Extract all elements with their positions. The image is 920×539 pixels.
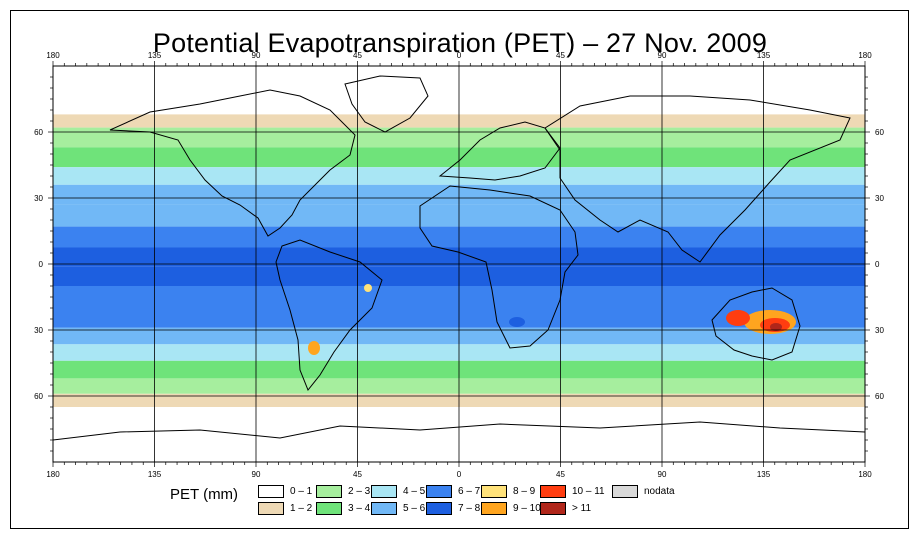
lon-label-top: 0 (457, 51, 462, 60)
legend-swatch (371, 501, 397, 515)
lon-label-top: 90 (658, 51, 667, 60)
legend-label: nodata (644, 485, 675, 497)
pet-hotspots (308, 284, 796, 355)
legend-label: 3 – 4 (348, 502, 371, 514)
lat-label-left: 30 (34, 194, 43, 203)
legend-item: 6 – 7 (426, 484, 480, 498)
legend-swatch (316, 501, 342, 515)
axis-tick-labels: 180 180 135 135 90 90 45 45 0 0 45 45 90 90 135 135 180 1… (34, 51, 884, 479)
legend-item: 8 – 9 (481, 484, 535, 498)
lon-label-bottom: 90 (658, 470, 667, 479)
legend-swatch (426, 501, 452, 515)
lon-label-bottom: 45 (353, 470, 362, 479)
legend-item: 2 – 3 (316, 484, 370, 498)
legend-label: 1 – 2 (290, 502, 313, 514)
lat-label-left: 60 (34, 128, 43, 137)
figure-frame (10, 10, 909, 529)
lat-label-right: 30 (875, 326, 884, 335)
legend-item: 0 – 1 (258, 484, 312, 498)
north-america-outline (109, 89, 356, 237)
southern-africa-hotspot (509, 317, 525, 327)
legend-title: PET (mm) (170, 486, 239, 503)
axis-ticks (48, 61, 870, 467)
legend-swatch (612, 484, 638, 498)
lat-label-left: 60 (34, 392, 43, 401)
legend-label: 7 – 8 (458, 502, 481, 514)
legend-label: 6 – 7 (458, 485, 481, 497)
legend-item: 3 – 4 (316, 501, 370, 515)
legend-label: 9 – 10 (513, 502, 541, 514)
lat-label-right: 60 (875, 392, 884, 401)
lon-label-top: 135 (757, 51, 771, 60)
legend-swatch (481, 501, 507, 515)
legend-swatch (540, 484, 566, 498)
legend-label: 0 – 1 (290, 485, 313, 497)
australia-outline (711, 287, 801, 361)
lon-label-bottom: 135 (757, 470, 771, 479)
legend-swatch (258, 501, 284, 515)
lon-label-top: 45 (556, 51, 565, 60)
graticule (53, 66, 865, 462)
legend-item: 5 – 6 (371, 501, 425, 515)
lat-label-left: 30 (34, 326, 43, 335)
legend-swatch (540, 501, 566, 515)
legend-item: 7 – 8 (426, 501, 480, 515)
lon-label-bottom: 45 (556, 470, 565, 479)
legend-swatch (481, 484, 507, 498)
lon-label-top: 45 (353, 51, 362, 60)
lon-label-bottom: 135 (148, 470, 162, 479)
lon-label-bottom: 180 (858, 470, 872, 479)
australia-hotspot-core (770, 323, 782, 331)
lat-label-left: 0 (39, 260, 44, 269)
lon-label-bottom: 90 (252, 470, 261, 479)
antarctica-outline (53, 421, 865, 441)
lon-label-bottom: 180 (46, 470, 60, 479)
lon-label-top: 90 (252, 51, 261, 60)
legend-item: > 11 (540, 501, 591, 515)
lat-label-right: 30 (875, 194, 884, 203)
lon-label-bottom: 0 (457, 470, 462, 479)
legend-label: 4 – 5 (403, 485, 426, 497)
legend-item: 4 – 5 (371, 484, 425, 498)
legend-item: 10 – 11 (540, 484, 605, 498)
lat-label-right: 60 (875, 128, 884, 137)
legend-item: nodata (612, 484, 675, 498)
continent-outlines (53, 75, 865, 441)
legend-label: 5 – 6 (403, 502, 426, 514)
europe-outline (438, 121, 561, 181)
legend-swatch (316, 484, 342, 498)
legend-swatch (258, 484, 284, 498)
lon-label-top: 180 (46, 51, 60, 60)
legend-label: 2 – 3 (348, 485, 371, 497)
asia-outline (544, 95, 851, 263)
lat-label-right: 0 (875, 260, 880, 269)
south-america-outline (275, 239, 383, 391)
lon-label-top: 180 (858, 51, 872, 60)
legend-label: 8 – 9 (513, 485, 536, 497)
brazil-hotspot (364, 284, 372, 292)
legend-swatch (371, 484, 397, 498)
legend-swatch (426, 484, 452, 498)
lon-label-top: 135 (148, 51, 162, 60)
greenland-outline (344, 75, 429, 133)
australia-hotspot-west (726, 310, 750, 326)
pet-raster-layer (53, 66, 865, 462)
legend-label: > 11 (572, 502, 591, 514)
legend-item: 9 – 10 (481, 501, 541, 515)
legend-label: 10 – 11 (572, 485, 605, 497)
south-america-hotspot (308, 341, 320, 355)
map-title: Potential Evapotranspiration (PET) – 27 … (152, 28, 768, 58)
legend-item: 1 – 2 (258, 501, 312, 515)
